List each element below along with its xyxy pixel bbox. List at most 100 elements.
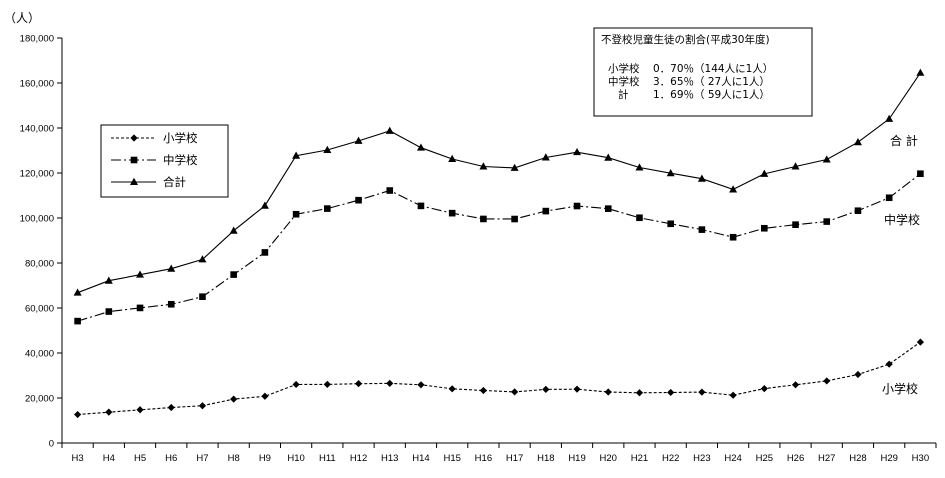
legend-item-elementary: 小学校 <box>111 131 198 145</box>
data-point-elementary <box>667 388 675 397</box>
data-point-elementary <box>479 386 487 395</box>
x-tick-label: H13 <box>381 453 398 464</box>
data-point-junior <box>292 210 300 218</box>
y-axis: 0 20,000 40,000 60,000 80,000 100,000 120,000 1… <box>20 34 63 450</box>
data-point-total <box>697 174 706 182</box>
series-line-junior <box>77 173 921 322</box>
data-point-elementary <box>916 338 924 346</box>
data-point-junior <box>729 233 737 241</box>
data-point-elementary <box>448 385 456 393</box>
data-point-elementary <box>791 381 800 389</box>
data-point-elementary <box>136 406 144 414</box>
series-layer <box>73 68 925 419</box>
x-tick-label: H9 <box>259 453 271 464</box>
data-point-total <box>853 138 862 146</box>
data-point-total <box>760 169 769 177</box>
data-point-elementary <box>729 391 737 399</box>
y-tick-label: 100,000 <box>20 214 54 225</box>
data-point-junior <box>324 205 331 212</box>
x-tick-label: H25 <box>756 453 773 464</box>
info-row-junior-value: 3．65％（ 27人に1人） <box>653 76 770 88</box>
data-point-elementary <box>760 385 768 393</box>
data-point-elementary <box>823 377 831 385</box>
series-end-labels: 小学校 中学校 合 計 <box>882 133 920 396</box>
data-point-junior <box>511 215 518 223</box>
data-point-junior <box>854 207 862 215</box>
data-point-junior <box>885 194 893 202</box>
series-line-total <box>77 72 921 294</box>
x-tick-label: H21 <box>631 453 648 464</box>
data-point-total <box>73 288 82 296</box>
y-tick-label: 120,000 <box>20 169 54 180</box>
x-tick-label: H3 <box>72 453 84 464</box>
data-point-total <box>541 153 550 161</box>
legend-marker-junior <box>130 156 138 164</box>
data-point-elementary <box>105 408 113 416</box>
data-point-elementary <box>604 388 612 396</box>
data-point-total <box>479 162 488 170</box>
data-point-total <box>385 126 394 134</box>
x-tick-label: H27 <box>818 453 835 464</box>
legend-box <box>100 124 229 198</box>
data-point-elementary <box>635 389 644 397</box>
info-box-frame <box>593 27 813 117</box>
y-axis-unit-label: （人） <box>4 11 40 25</box>
data-point-total <box>448 154 457 162</box>
y-tick-label: 160,000 <box>20 79 54 90</box>
x-tick-label: H19 <box>568 453 585 464</box>
data-point-elementary <box>854 370 862 379</box>
data-point-junior <box>74 317 81 325</box>
data-point-elementary <box>323 380 331 388</box>
data-point-total <box>573 147 582 156</box>
data-point-total <box>885 114 894 122</box>
x-tick-label: H11 <box>319 453 336 464</box>
info-row-junior-label: 中学校 <box>608 75 640 88</box>
data-point-elementary <box>511 388 519 396</box>
data-point-junior <box>417 202 425 210</box>
x-tick-label: H18 <box>537 453 554 464</box>
data-point-total <box>292 151 301 159</box>
y-tick-label: 80,000 <box>25 259 54 270</box>
info-box: 不登校児童生徒の割合(平成30年度) 小学校 0．70％（144人に1人） 中学… <box>593 27 813 117</box>
info-row-total-value: 1．69％（ 59人に1人） <box>653 89 770 101</box>
x-tick-label: H20 <box>600 453 617 464</box>
series-total <box>73 68 925 296</box>
info-row-elementary-value: 0．70％（144人に1人） <box>653 63 773 75</box>
x-tick-label: H17 <box>506 453 523 464</box>
x-tick-label: H22 <box>662 453 679 464</box>
end-label-total: 合 計 <box>890 133 918 148</box>
data-point-elementary <box>198 402 207 410</box>
data-point-total <box>260 201 269 209</box>
data-point-total <box>104 276 113 284</box>
data-point-total <box>229 226 238 234</box>
data-point-junior <box>823 218 831 225</box>
data-point-total <box>323 145 332 153</box>
y-tick-label: 180,000 <box>20 34 54 45</box>
x-tick-label: H30 <box>912 453 929 464</box>
data-point-junior <box>792 221 799 228</box>
x-tick-label: H28 <box>849 453 866 464</box>
info-row-total-label: 計 <box>618 88 629 101</box>
legend-label-junior: 中学校 <box>163 153 198 167</box>
data-point-junior <box>199 293 206 301</box>
x-tick-label: H29 <box>880 453 897 464</box>
x-tick-label: H14 <box>412 453 429 464</box>
data-point-elementary <box>354 380 363 388</box>
data-point-junior <box>573 202 581 210</box>
data-point-junior <box>542 207 550 215</box>
legend-item-total: 合計 <box>111 175 186 189</box>
series-line-elementary <box>77 341 921 416</box>
x-tick-label: H6 <box>165 453 177 464</box>
x-tick-label: H16 <box>475 453 492 464</box>
data-point-junior <box>636 214 643 222</box>
data-point-total <box>729 185 738 193</box>
end-label-elementary: 小学校 <box>882 381 918 396</box>
data-point-elementary <box>573 385 581 393</box>
data-point-junior <box>230 271 237 278</box>
x-tick-label: H10 <box>287 453 304 464</box>
data-point-junior <box>917 170 924 178</box>
info-box-title: 不登校児童生徒の割合(平成30年度) <box>601 33 770 46</box>
data-point-elementary <box>698 388 706 396</box>
data-point-junior <box>698 226 706 233</box>
x-tick-label: H23 <box>693 453 710 464</box>
